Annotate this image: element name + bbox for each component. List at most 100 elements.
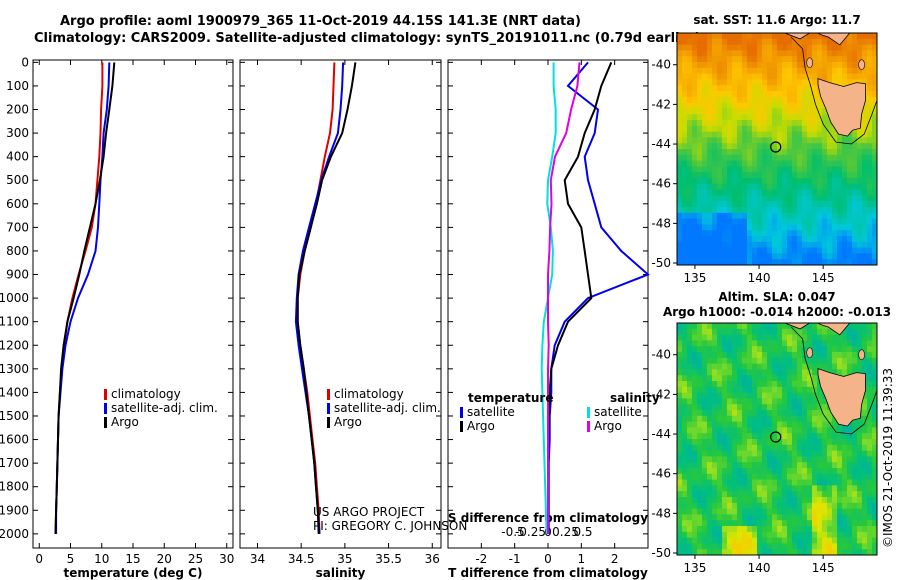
field-cell <box>782 178 788 185</box>
field-cell <box>722 508 728 515</box>
field-cell <box>727 473 733 481</box>
field-cell <box>757 468 763 475</box>
field-cell <box>817 183 823 191</box>
field-cell <box>862 236 868 243</box>
field-cell <box>787 189 793 196</box>
field-cell <box>757 543 763 550</box>
sla_map-field <box>677 323 877 555</box>
field-cell <box>722 212 728 220</box>
field-cell <box>817 172 823 179</box>
field-cell <box>872 189 877 196</box>
field-cell <box>822 44 828 51</box>
field-cell <box>682 201 688 208</box>
field-cell <box>867 172 873 179</box>
field-cell <box>752 497 758 504</box>
field-cell <box>847 201 853 208</box>
field-cell <box>757 491 763 498</box>
field-cell <box>722 44 728 51</box>
field-cell <box>802 381 808 388</box>
field-cell <box>737 415 743 423</box>
field-cell <box>772 537 778 544</box>
field-cell <box>782 363 788 370</box>
field-cell <box>677 473 683 481</box>
field-cell <box>717 195 723 202</box>
field-cell <box>797 375 803 382</box>
field-cell <box>742 520 748 527</box>
field-cell <box>817 439 823 446</box>
field-cell <box>792 154 798 162</box>
field-cell <box>847 154 853 162</box>
field-cell <box>867 120 873 127</box>
field-cell <box>792 381 798 388</box>
field-cell <box>692 207 698 214</box>
field-cell <box>822 404 828 411</box>
field-cell <box>742 352 748 359</box>
field-cell <box>707 473 713 481</box>
field-cell <box>692 520 698 527</box>
field-cell <box>727 125 733 133</box>
field-cell <box>842 346 848 353</box>
field-cell <box>837 236 843 243</box>
field-cell <box>762 352 768 359</box>
field-cell <box>717 44 723 51</box>
field-cell <box>782 479 788 486</box>
field-cell <box>827 178 833 185</box>
field-cell <box>857 526 863 533</box>
field-cell <box>847 131 853 138</box>
field-cell <box>767 410 773 417</box>
field-cell <box>867 201 873 208</box>
field-cell <box>772 125 778 133</box>
field-cell <box>722 473 728 481</box>
field-cell <box>702 537 708 544</box>
field-cell <box>867 543 873 550</box>
field-cell <box>767 334 773 341</box>
field-cell <box>687 421 693 428</box>
field-cell <box>717 143 723 150</box>
field-cell <box>747 108 753 115</box>
field-cell <box>807 44 813 51</box>
field-cell <box>822 114 828 121</box>
field-cell <box>837 549 843 555</box>
field-cell <box>817 491 823 498</box>
field-cell <box>767 224 773 231</box>
field-cell <box>767 73 773 80</box>
field-cell <box>807 381 813 388</box>
field-cell <box>707 392 713 399</box>
field-cell <box>737 120 743 127</box>
field-cell <box>712 340 718 347</box>
field-cell <box>692 549 698 555</box>
field-cell <box>782 67 788 75</box>
field-cell <box>842 73 848 80</box>
field-cell <box>827 160 833 167</box>
field-cell <box>782 514 788 521</box>
field-cell <box>727 381 733 388</box>
field-cell <box>682 241 688 249</box>
field-cell <box>732 491 738 498</box>
field-cell <box>787 259 793 265</box>
field-cell <box>722 108 728 115</box>
field-cell <box>777 502 783 510</box>
field-cell <box>792 195 798 202</box>
field-cell <box>727 357 733 365</box>
field-cell <box>722 491 728 498</box>
field-cell <box>777 207 783 214</box>
field-cell <box>792 114 798 121</box>
field-cell <box>677 444 683 452</box>
field-cell <box>692 91 698 98</box>
field-cell <box>787 439 793 446</box>
field-cell <box>797 433 803 440</box>
field-cell <box>812 62 818 69</box>
field-cell <box>872 120 877 127</box>
field-cell <box>727 450 733 457</box>
field-cell <box>872 386 877 394</box>
field-cell <box>732 247 738 254</box>
field-cell <box>787 85 793 92</box>
field-cell <box>822 352 828 359</box>
field-cell <box>782 502 788 510</box>
credit-line2: PI: GREGORY C. JOHNSON <box>313 519 467 533</box>
field-cell <box>697 102 703 109</box>
field-cell <box>842 201 848 208</box>
field-cell <box>682 85 688 92</box>
field-cell <box>787 33 793 40</box>
field-cell <box>742 381 748 388</box>
